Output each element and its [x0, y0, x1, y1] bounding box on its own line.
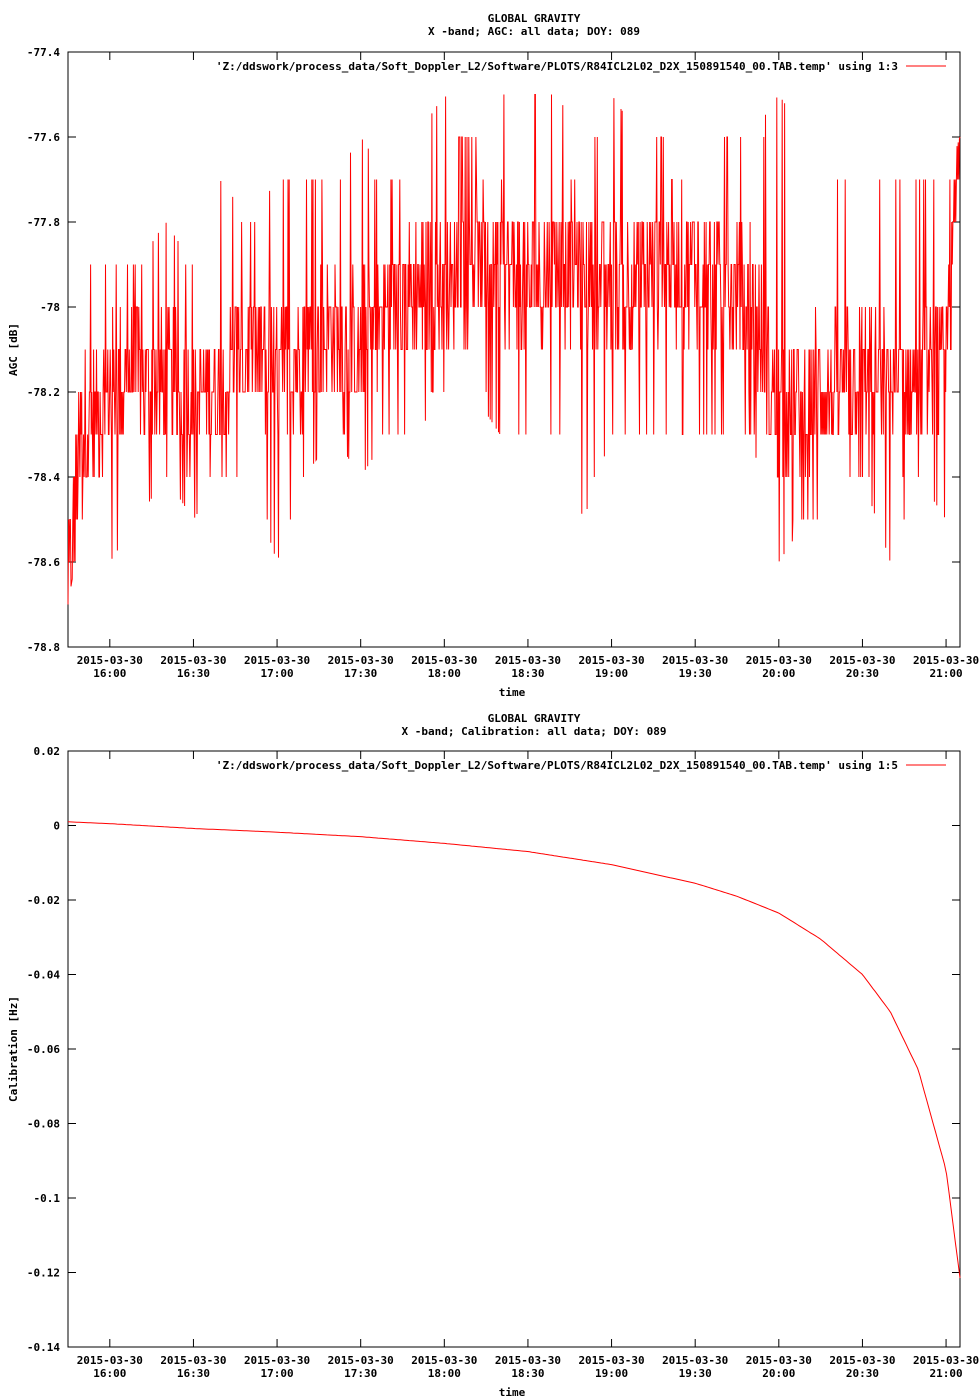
x-tick-time: 18:30 — [511, 1367, 544, 1380]
x-tick-time: 16:30 — [177, 1367, 210, 1380]
x-tick-date: 2015-03-30 — [77, 654, 143, 667]
series-line — [67, 94, 961, 605]
y-tick-label: -78.4 — [27, 471, 60, 484]
x-tick-date: 2015-03-30 — [662, 1354, 728, 1367]
x-tick-date: 2015-03-30 — [746, 654, 812, 667]
x-tick-time: 19:00 — [595, 667, 628, 680]
x-tick-date: 2015-03-30 — [411, 1354, 477, 1367]
x-tick-date: 2015-03-30 — [160, 1354, 226, 1367]
x-tick-date: 2015-03-30 — [328, 1354, 394, 1367]
y-tick-label: -0.02 — [27, 894, 60, 907]
x-tick-time: 20:30 — [846, 667, 879, 680]
x-tick-date: 2015-03-30 — [829, 654, 895, 667]
x-tick-time: 17:30 — [344, 1367, 377, 1380]
x-tick-time: 20:30 — [846, 1367, 879, 1380]
y-tick-label: 0.02 — [34, 745, 61, 758]
x-tick-time: 19:30 — [679, 667, 712, 680]
x-tick-time: 16:00 — [93, 1367, 126, 1380]
y-tick-label: -0.1 — [34, 1192, 61, 1205]
y-tick-label: -78.2 — [27, 386, 60, 399]
x-tick-time: 17:30 — [344, 667, 377, 680]
chart-subtitle: X -band; Calibration: all data; DOY: 089 — [402, 725, 667, 738]
x-tick-date: 2015-03-30 — [495, 654, 561, 667]
y-tick-label: -0.06 — [27, 1043, 60, 1056]
x-tick-date: 2015-03-30 — [913, 654, 979, 667]
x-tick-date: 2015-03-30 — [244, 654, 310, 667]
x-tick-date: 2015-03-30 — [328, 654, 394, 667]
plot-frame — [67, 750, 961, 1348]
legend-label: 'Z:/ddswork/process_data/Soft_Doppler_L2… — [216, 759, 898, 772]
x-tick-date: 2015-03-30 — [160, 654, 226, 667]
x-tick-time: 19:30 — [679, 1367, 712, 1380]
x-axis-label: time — [499, 1386, 526, 1399]
y-tick-label: -0.04 — [27, 969, 60, 982]
y-tick-label: -78.6 — [27, 556, 60, 569]
x-tick-time: 17:00 — [261, 667, 294, 680]
x-tick-date: 2015-03-30 — [495, 1354, 561, 1367]
x-tick-time: 18:00 — [428, 667, 461, 680]
y-tick-label: -77.4 — [27, 46, 60, 59]
x-tick-time: 17:00 — [261, 1367, 294, 1380]
y-tick-label: -0.08 — [27, 1118, 60, 1131]
series-line — [67, 821, 961, 1279]
x-tick-date: 2015-03-30 — [913, 1354, 979, 1367]
y-axis-label: Calibration [Hz] — [7, 996, 20, 1102]
x-tick-time: 19:00 — [595, 1367, 628, 1380]
x-tick-date: 2015-03-30 — [662, 654, 728, 667]
x-axis-label: time — [499, 686, 526, 699]
legend-label: 'Z:/ddswork/process_data/Soft_Doppler_L2… — [216, 60, 898, 73]
x-tick-time: 18:00 — [428, 1367, 461, 1380]
y-tick-label: -78.8 — [27, 641, 60, 654]
x-tick-date: 2015-03-30 — [578, 1354, 644, 1367]
y-tick-label: -0.12 — [27, 1267, 60, 1280]
y-tick-label: 0 — [53, 820, 60, 833]
plot-frame — [67, 51, 961, 648]
y-tick-label: -78 — [40, 301, 60, 314]
y-tick-label: -77.8 — [27, 216, 60, 229]
y-tick-label: -77.6 — [27, 131, 60, 144]
x-tick-date: 2015-03-30 — [746, 1354, 812, 1367]
y-axis-label: AGC [dB] — [7, 323, 20, 376]
x-tick-time: 16:00 — [93, 667, 126, 680]
chart-title: GLOBAL GRAVITY — [488, 712, 581, 725]
x-tick-date: 2015-03-30 — [411, 654, 477, 667]
x-tick-time: 16:30 — [177, 667, 210, 680]
chart-subtitle: X -band; AGC: all data; DOY: 089 — [428, 25, 640, 38]
y-tick-label: -0.14 — [27, 1341, 60, 1354]
x-tick-date: 2015-03-30 — [578, 654, 644, 667]
chart-title: GLOBAL GRAVITY — [488, 12, 581, 25]
x-tick-time: 20:00 — [762, 1367, 795, 1380]
x-tick-time: 18:30 — [511, 667, 544, 680]
x-tick-date: 2015-03-30 — [829, 1354, 895, 1367]
x-tick-time: 21:00 — [930, 667, 963, 680]
x-tick-date: 2015-03-30 — [244, 1354, 310, 1367]
x-tick-time: 21:00 — [930, 1367, 963, 1380]
x-tick-time: 20:00 — [762, 667, 795, 680]
x-tick-date: 2015-03-30 — [77, 1354, 143, 1367]
